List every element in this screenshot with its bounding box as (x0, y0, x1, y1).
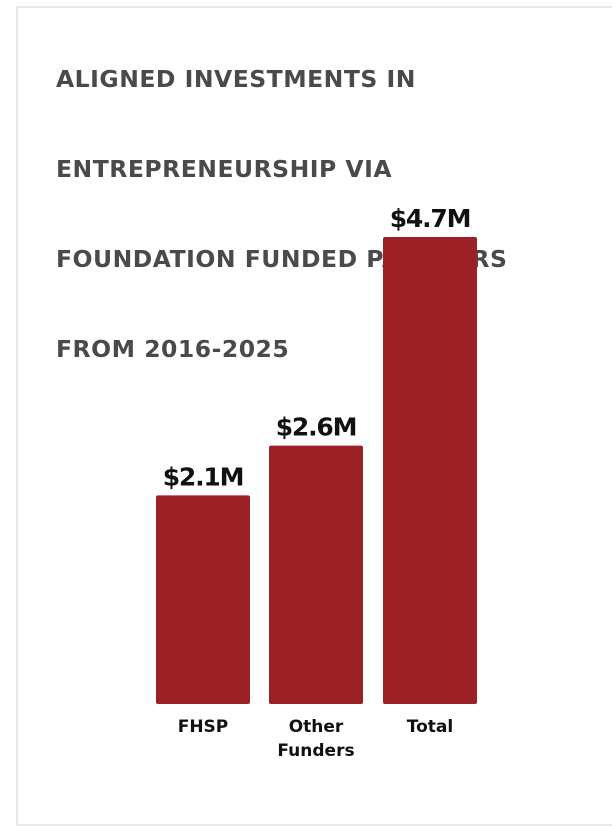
bar-fhsp (156, 495, 250, 704)
chart-title-line: ENTREPRENEURSHIP VIA (56, 155, 393, 183)
value-label: $2.6M (276, 413, 357, 442)
chart-title-line: ALIGNED INVESTMENTS IN (56, 65, 416, 93)
bar-other-funders (269, 445, 363, 704)
chart-title: ALIGNED INVESTMENTS IN ENTREPRENEURSHIP … (56, 34, 596, 364)
category-label: Funders (277, 741, 354, 761)
value-label: $4.7M (390, 204, 471, 233)
category-label: FHSP (178, 717, 229, 737)
category-label: Total (407, 717, 453, 737)
chart-title-line: FROM 2016-2025 (56, 335, 290, 363)
bar-total (383, 237, 477, 704)
category-label: Other (289, 717, 344, 737)
value-label: $2.1M (163, 462, 244, 491)
